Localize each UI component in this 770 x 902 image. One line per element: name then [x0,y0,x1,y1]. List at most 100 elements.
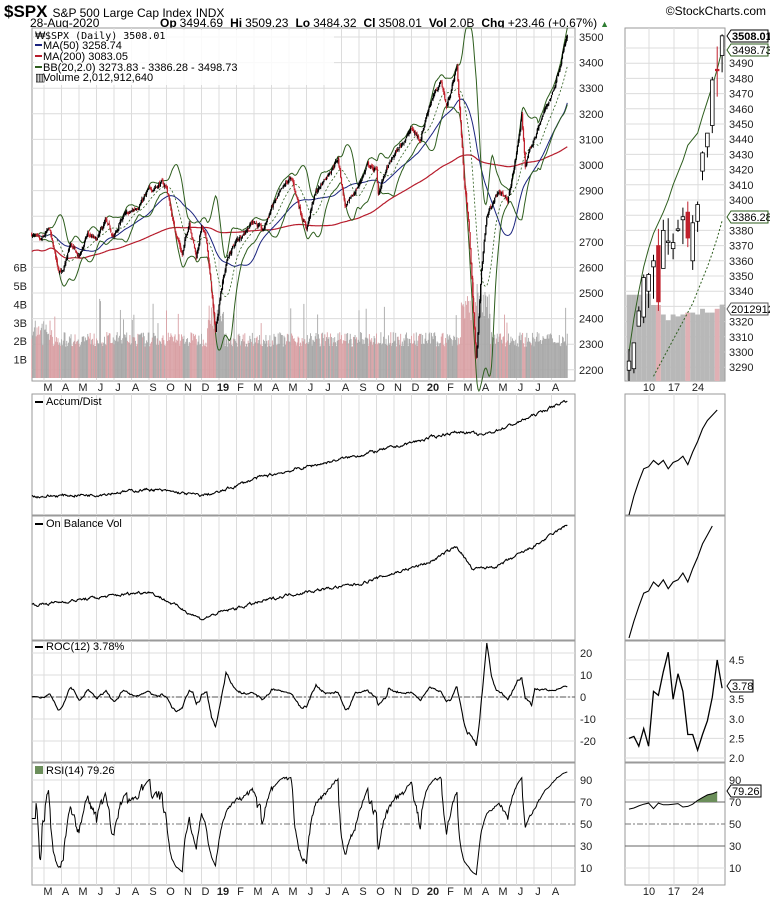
candle-body [172,218,175,223]
candle-body [209,265,211,274]
candle-body [199,235,201,245]
candle-body [474,328,476,344]
candle-body [416,133,418,137]
candle-body [130,211,132,213]
y-tick-label: 3100 [579,134,603,146]
candle-body [545,105,547,107]
candle-body [181,252,183,256]
candle-body [107,222,109,224]
candle-body [509,188,511,193]
candle-body [250,222,253,224]
y-tick-label: 2400 [579,314,603,326]
candle-body [418,136,420,139]
candle-body [143,195,145,199]
candle-body [131,210,133,211]
x-tick-label: S [149,886,156,898]
x-tick-label: A [132,382,140,394]
candle-body [249,224,251,228]
candle-body [385,169,387,173]
candle-body [94,237,96,238]
candle-body [402,143,404,145]
candle-body [293,182,295,188]
candle-body [565,36,568,42]
candle-body [288,178,290,183]
zoom-y-tick-label: 3460 [729,104,753,116]
candle-body [357,186,359,187]
candle-body [444,93,446,99]
volume-tick-label: 6B [14,263,27,275]
roc-tick-label: -10 [580,714,596,726]
zoom-rsi-tick-label: 70 [729,797,741,809]
candle-body [274,201,276,203]
candle-body [334,163,336,167]
candle-body [59,270,61,273]
candle-body [114,231,117,234]
y-tick-label: 2500 [579,288,603,300]
candle-body [546,104,548,107]
candle-body [185,236,187,239]
candle-body [309,210,312,218]
candle-body [126,212,129,215]
candle-body [477,332,479,348]
candle-body [490,206,492,208]
candle-body [429,105,431,108]
candle-body [87,232,89,235]
candle-body [66,257,68,261]
x-tick-label: O [376,886,385,898]
candle-body [224,270,226,274]
candle-body [200,225,203,233]
candle-body [269,212,271,214]
candle-body [527,158,529,159]
candle-body [376,169,378,183]
candle-body [160,180,162,183]
roc-swatch [35,646,43,648]
candle-body [393,155,395,158]
x-tick-label: S [149,382,156,394]
zoom-y-tick-label: 3360 [729,256,753,268]
candle-body [170,205,172,211]
candle-body [461,135,463,148]
candle-body [221,281,224,290]
candle-body [325,177,328,180]
candle-body [296,197,298,199]
candle-body [121,219,123,221]
candle-body [291,179,294,181]
candle-body [254,223,257,224]
candle-body [484,233,486,242]
candle-body [426,115,428,119]
candle-body [559,67,561,71]
title-line: $SPX S&P 500 Large Cap Index INDX [4,2,224,21]
candle-body [410,128,412,132]
candle-body [96,238,98,240]
candle-body [176,235,178,238]
candle-body [518,134,520,142]
candle-body [550,98,552,101]
x-tick-label: A [272,886,280,898]
candle-body [93,236,95,238]
zoom-candle-body [661,229,666,269]
zoom-y-tick-label: 3440 [729,134,753,146]
candle-body [47,229,49,231]
candle-body [346,203,348,206]
candle-body [532,140,534,147]
candle-body [210,273,212,281]
zoom-volume-bar [670,314,676,381]
candle-body [521,114,523,122]
candle-body [278,192,280,196]
zoom-candle-body [666,240,671,243]
candle-body [252,221,254,223]
candle-body [100,227,102,229]
candle-body [135,209,137,211]
candle-body [175,231,177,235]
ad-legend: Accum/Dist [35,396,102,408]
stockcharts-brand[interactable]: ©StockCharts.com [666,4,766,18]
candle-body [359,182,361,184]
candle-body [325,179,327,180]
x-tick-label: M [253,886,262,898]
zoom-y-tick-label: 3400 [729,195,753,207]
candle-body [392,156,394,158]
candle-body [329,173,331,174]
x-tick-label: N [394,382,402,394]
candle-body [161,179,163,181]
zoom-candle-body [705,132,710,148]
